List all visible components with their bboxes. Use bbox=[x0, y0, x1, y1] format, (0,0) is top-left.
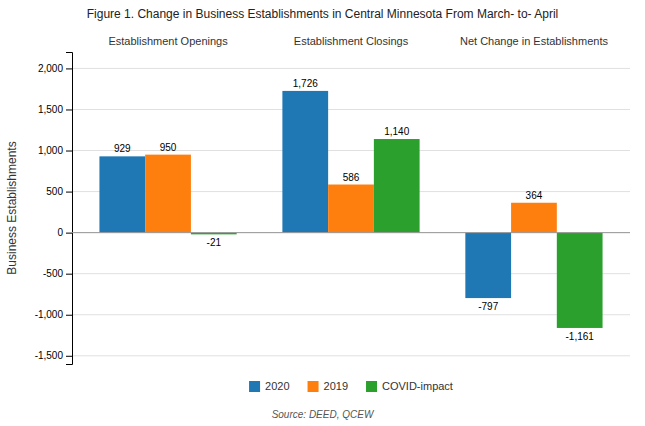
y-tick: 2,000 bbox=[38, 63, 72, 74]
data-label: 950 bbox=[160, 142, 177, 153]
grid bbox=[72, 68, 630, 355]
x-tick-label: Net Change in Establishments bbox=[460, 35, 608, 47]
bar bbox=[145, 155, 191, 233]
plot: -1,500 -1,000 -500 0 500 1,000 1,500 2,000 Estab… bbox=[35, 35, 630, 365]
data-labels: 929 1,726 -797 950 586 364 -21 1,140 -1,161 bbox=[114, 78, 594, 342]
grid-line bbox=[72, 232, 630, 233]
bar bbox=[465, 233, 511, 298]
bar bbox=[374, 139, 420, 233]
y-tick-label: 500 bbox=[46, 186, 63, 197]
y-tick-mark bbox=[66, 233, 72, 234]
chart: Figure 1. Change in Business Establishme… bbox=[0, 0, 645, 426]
y-tick-label: 1,500 bbox=[38, 104, 63, 115]
grid-line bbox=[72, 355, 630, 356]
title: Figure 1. Change in Business Establishme… bbox=[87, 7, 559, 21]
data-label: -797 bbox=[478, 301, 498, 312]
y-axis-title: Business Establishments bbox=[5, 141, 19, 274]
annotation: Source: DEED, QCEW bbox=[272, 409, 375, 420]
y-axis-line bbox=[66, 53, 73, 365]
y-tick: -1,500 bbox=[35, 350, 72, 361]
y-tick-mark bbox=[66, 315, 72, 316]
legend: 2020 2019 COVID-impact bbox=[249, 380, 453, 392]
x-tick: Establishment Openings bbox=[108, 35, 228, 47]
y-tick-mark bbox=[66, 192, 72, 193]
data-label: 1,140 bbox=[384, 126, 409, 137]
legend-label: 2019 bbox=[324, 380, 348, 392]
legend-swatch bbox=[366, 381, 377, 392]
grid-line bbox=[72, 150, 630, 151]
y-tick-mark bbox=[66, 68, 72, 69]
bar bbox=[99, 156, 145, 232]
grid-line bbox=[72, 273, 630, 274]
y-tick-label: 2,000 bbox=[38, 63, 63, 74]
legend-item: COVID-impact bbox=[366, 380, 453, 392]
y-tick-mark bbox=[66, 151, 72, 152]
data-label: 364 bbox=[526, 190, 543, 201]
series bbox=[99, 91, 511, 298]
y-tick-label: -1,000 bbox=[35, 309, 64, 320]
legend-label: 2020 bbox=[265, 380, 289, 392]
x-axis: Establishment Openings Establishment Clos… bbox=[108, 35, 608, 47]
data-label: -1,161 bbox=[566, 331, 595, 342]
y-tick: 1,000 bbox=[38, 145, 72, 156]
y-tick-mark bbox=[66, 109, 72, 110]
legend-swatch bbox=[308, 381, 319, 392]
bars bbox=[99, 91, 602, 328]
zero-line bbox=[72, 232, 630, 233]
x-tick-label: Establishment Closings bbox=[294, 35, 409, 47]
y-tick-mark bbox=[66, 356, 72, 357]
legend-item: 2020 bbox=[249, 380, 289, 392]
y-tick: -1,000 bbox=[35, 309, 72, 320]
y-tick-label: 1,000 bbox=[38, 145, 63, 156]
y-tick-label: -1,500 bbox=[35, 350, 64, 361]
y-tick: 0 bbox=[57, 227, 72, 238]
grid-line bbox=[72, 314, 630, 315]
bar bbox=[557, 233, 603, 328]
bar bbox=[282, 91, 328, 233]
x-tick: Net Change in Establishments bbox=[460, 35, 608, 47]
grid-line bbox=[72, 109, 630, 110]
series bbox=[145, 155, 557, 233]
data-label: 1,726 bbox=[293, 78, 318, 89]
data-label: -21 bbox=[207, 237, 222, 248]
y-tick: 500 bbox=[46, 186, 72, 197]
data-label: 929 bbox=[114, 143, 131, 154]
y-tick-mark bbox=[66, 274, 72, 275]
legend-swatch bbox=[249, 381, 260, 392]
y-tick: 1,500 bbox=[38, 104, 72, 115]
legend-item: 2019 bbox=[308, 380, 348, 392]
bar bbox=[511, 203, 557, 233]
series bbox=[191, 139, 603, 328]
legend-label: COVID-impact bbox=[382, 380, 453, 392]
y-tick: -500 bbox=[43, 268, 72, 279]
x-tick-label: Establishment Openings bbox=[108, 35, 228, 47]
grid-line bbox=[72, 68, 630, 69]
y-tick-label: -500 bbox=[43, 268, 63, 279]
bar bbox=[328, 185, 374, 233]
y-axis: -1,500 -1,000 -500 0 500 1,000 1,500 2,000 bbox=[35, 53, 73, 365]
data-label: 586 bbox=[343, 172, 360, 183]
y-tick-label: 0 bbox=[57, 227, 63, 238]
x-tick: Establishment Closings bbox=[294, 35, 409, 47]
